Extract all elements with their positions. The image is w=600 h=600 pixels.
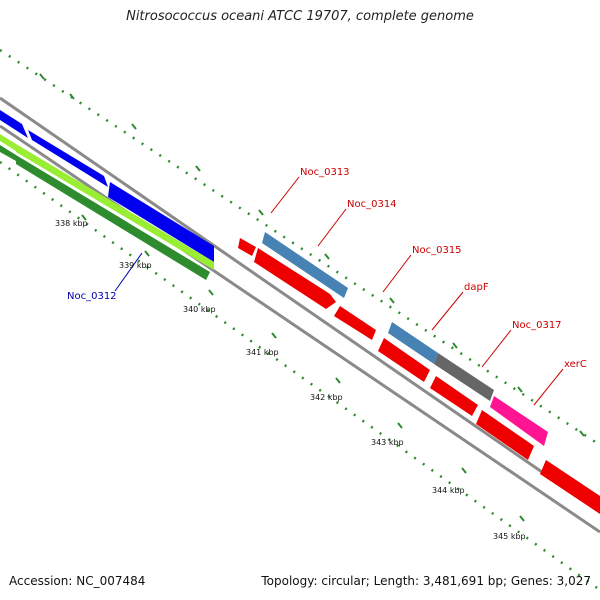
- major-tick: [69, 93, 75, 100]
- gene-feature-red: [540, 460, 600, 514]
- gene-feature-red: [430, 376, 478, 416]
- gene-feature-steelblue: [388, 322, 438, 364]
- gene-label: Noc_0313: [300, 167, 350, 178]
- map-title: Nitrosococcus oceani ATCC 19707, complet…: [126, 9, 474, 24]
- gene-feature-lightgreen: [0, 134, 16, 151]
- leader-line: [382, 254, 412, 293]
- gene-feature-red: [334, 306, 376, 340]
- major-tick: [461, 467, 467, 474]
- tick-label: 340 kbp: [183, 305, 216, 314]
- gene-feature-blue: [0, 110, 28, 138]
- gene-label: Noc_0315: [412, 245, 462, 256]
- tick-label: 341 kbp: [246, 348, 279, 357]
- major-tick: [39, 73, 45, 80]
- gene-feature-lightgreen: [16, 144, 214, 270]
- major-tick: [579, 430, 585, 437]
- gene-feature-pink: [490, 396, 548, 446]
- gene-label: Noc_0314: [347, 199, 397, 210]
- leader-line: [270, 176, 300, 214]
- gene-feature-blue: [28, 130, 108, 187]
- tick-label: 342 kbp: [310, 393, 343, 402]
- outer-dotted-scale: [0, 48, 600, 592]
- major-tick: [519, 515, 525, 522]
- major-tick: [131, 123, 137, 130]
- leader-line: [114, 252, 143, 292]
- gene-feature-red: [238, 238, 256, 256]
- leader-line: [317, 208, 347, 247]
- major-tick: [258, 209, 264, 216]
- gene-feature-darkgreen: [16, 155, 210, 280]
- major-tick: [195, 165, 201, 172]
- backbone: [0, 96, 600, 534]
- label-leaders: [114, 176, 564, 406]
- major-tick: [452, 342, 458, 349]
- gene-feature-red: [476, 410, 534, 460]
- gene-label: Noc_0317: [512, 320, 562, 331]
- gene-feature-blue: [108, 182, 214, 262]
- forward-strand-features: [238, 232, 600, 514]
- tick-label: 338 kbp: [55, 219, 88, 228]
- outer-dotted-row: [0, 48, 600, 447]
- tick-label: 339 kbp: [119, 261, 152, 270]
- reverse-strand-features: [0, 110, 214, 280]
- gene-feature-darkgreen: [0, 145, 16, 161]
- tick-label: 344 kbp: [432, 486, 465, 495]
- major-tick: [517, 386, 523, 393]
- major-tick: [389, 297, 395, 304]
- gene-label: dapF: [464, 282, 489, 293]
- backbone-line-outer: [0, 96, 600, 514]
- gene-feature-red: [254, 248, 336, 309]
- major-ticks: [39, 73, 585, 522]
- major-tick: [271, 332, 277, 339]
- major-tick: [144, 250, 150, 257]
- leader-line: [481, 329, 512, 368]
- tick-label: 345 kbp: [493, 532, 526, 541]
- inner-dotted-row: [0, 160, 600, 592]
- genome-summary-text: Topology: circular; Length: 3,481,691 bp…: [261, 574, 591, 588]
- gene-feature-red: [378, 338, 430, 382]
- tick-labels: 338 kbp 339 kbp 340 kbp 341 kbp 342 kbp …: [55, 219, 526, 541]
- backbone-line-inner: [0, 124, 600, 534]
- accession-text: Accession: NC_007484: [9, 574, 146, 588]
- gene-feature-steelblue: [262, 232, 348, 298]
- major-tick: [324, 253, 330, 260]
- gene-label: Noc_0312: [67, 291, 117, 302]
- major-tick: [208, 289, 214, 296]
- gene-labels: Noc_0313 Noc_0314 Noc_0315 dapF Noc_0317…: [67, 167, 587, 370]
- major-tick: [335, 377, 341, 384]
- tick-label: 343 kbp: [371, 438, 404, 447]
- gene-label: xerC: [564, 359, 587, 370]
- leader-line: [431, 291, 464, 331]
- gene-feature-gray: [434, 353, 494, 401]
- major-tick: [81, 214, 87, 221]
- major-tick: [397, 422, 403, 429]
- leader-line: [533, 368, 564, 406]
